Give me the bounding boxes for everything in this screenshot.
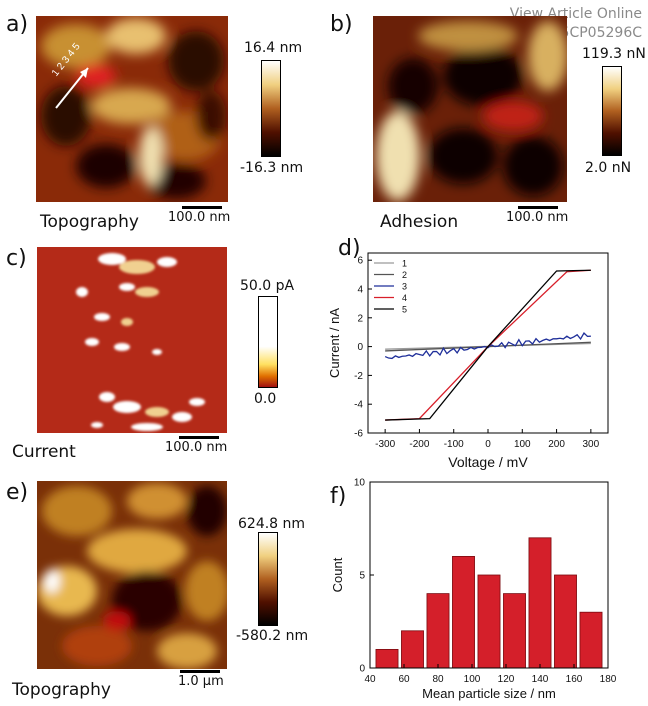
y-tick-label: 0 — [359, 664, 365, 675]
y-axis-label: Count — [330, 557, 345, 592]
x-tick-label: 120 — [498, 674, 515, 685]
particle-size-histogram: 40 60 80 100 120 140 160 180 0 5 10 Mean particle s… — [330, 478, 617, 702]
histogram-bar — [375, 648, 399, 669]
x-tick-label: 100 — [464, 674, 481, 685]
panel-b-adhesion-image — [373, 16, 567, 202]
panel-c-colorbar-min: 0.0 — [254, 391, 277, 407]
series-line-4 — [385, 269, 591, 421]
x-tick-label: 300 — [583, 439, 600, 450]
x-tick-label: 180 — [600, 674, 617, 685]
panel-c-colorbar — [258, 296, 278, 388]
legend-label-1: 1 — [402, 259, 407, 269]
legend-label-2: 2 — [402, 270, 407, 280]
panel-d-letter: d) — [338, 236, 361, 261]
y-tick-label: -4 — [354, 400, 363, 411]
panel-b-caption: Adhesion — [380, 212, 459, 232]
y-tick-label: 6 — [357, 256, 363, 267]
legend-label-5: 5 — [402, 305, 407, 315]
y-tick-label: 4 — [357, 285, 363, 296]
panel-e-colorbar — [258, 532, 278, 626]
x-tick-label: -100 — [444, 439, 464, 450]
x-tick-label: -200 — [409, 439, 429, 450]
panel-f-letter: f) — [330, 484, 347, 509]
y-tick-label: -6 — [354, 429, 363, 440]
panel-c-caption: Current — [12, 442, 76, 462]
panel-a-colorbar-max: 16.4 nm — [244, 40, 303, 56]
histogram-bar — [452, 556, 475, 669]
histogram-bar — [554, 574, 577, 669]
x-axis-label: Mean particle size / nm — [422, 686, 556, 701]
histogram-bar — [528, 537, 552, 669]
panel-b-colorbar-max: 119.3 nN — [582, 46, 646, 62]
x-tick-label: 0 — [485, 439, 491, 450]
y-axis-label: Current / nA — [327, 308, 342, 378]
histogram-bar — [426, 593, 450, 669]
panel-a-letter: a) — [6, 12, 29, 37]
panel-a-colorbar — [261, 60, 281, 157]
x-tick-label: 100 — [514, 439, 531, 450]
panel-a-topography-image — [36, 16, 228, 202]
x-tick-label: 140 — [532, 674, 549, 685]
panel-c-letter: c) — [6, 246, 27, 271]
histogram-bar — [579, 611, 603, 669]
x-tick-label: 60 — [398, 674, 410, 685]
panel-b-colorbar-min: 2.0 nN — [585, 160, 632, 176]
x-tick-label: -300 — [375, 439, 395, 450]
series-line-5 — [385, 269, 591, 421]
x-tick-label: 200 — [548, 439, 565, 450]
panel-b-colorbar — [602, 66, 622, 156]
panel-e-colorbar-max: 624.8 nm — [238, 516, 306, 532]
panel-e-topography-image — [37, 481, 227, 669]
histogram-bar — [503, 593, 526, 669]
panel-c-colorbar-max: 50.0 pA — [240, 278, 295, 294]
legend-label-3: 3 — [402, 282, 407, 292]
panel-b-letter: b) — [330, 12, 353, 37]
histogram-bar — [401, 630, 424, 669]
panel-e-caption: Topography — [12, 680, 111, 700]
panel-e-colorbar-min: -580.2 nm — [236, 628, 309, 644]
iv-curve-chart: -300 -200 -100 0 100 200 300 -6 -4 -2 0 2 4 6 Voltage … — [327, 252, 609, 470]
x-tick-label: 40 — [364, 674, 376, 685]
histogram-bar — [477, 574, 501, 669]
x-tick-label: 160 — [566, 674, 583, 685]
x-axis-label: Voltage / mV — [448, 454, 528, 470]
panel-c-current-image — [37, 247, 227, 433]
panel-a-colorbar-min: -16.3 nm — [240, 160, 304, 176]
legend-label-4: 4 — [402, 293, 407, 303]
y-tick-label: 2 — [357, 313, 363, 324]
y-tick-label: 10 — [354, 478, 366, 489]
y-tick-label: 0 — [357, 342, 363, 353]
y-tick-label: 5 — [359, 571, 365, 582]
x-tick-label: 80 — [432, 674, 444, 685]
series-line-3 — [384, 331, 591, 360]
panel-e-letter: e) — [6, 480, 29, 505]
panel-a-caption: Topography — [40, 212, 139, 232]
y-tick-label: -2 — [354, 371, 363, 382]
